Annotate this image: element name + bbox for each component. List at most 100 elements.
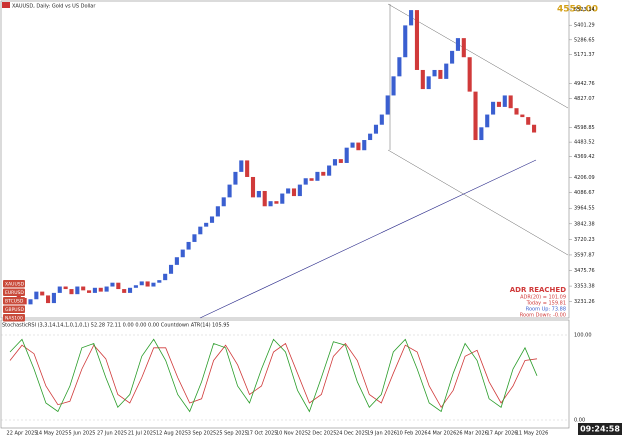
candle — [133, 285, 138, 288]
y-tick-label: 3353.38 — [574, 284, 595, 290]
y-tick-label: 3475.76 — [574, 268, 595, 274]
candle — [104, 286, 109, 292]
candle — [145, 281, 150, 287]
button-label[interactable]: EURUSD — [5, 290, 24, 296]
candle — [426, 76, 431, 90]
symbol-button[interactable]: EURUSD — [3, 288, 25, 297]
candle — [496, 101, 501, 107]
symbol-label: XAUUSD, Daily: Gold vs US Dollar — [12, 4, 96, 10]
x-tick-label: 19 Jan 2026 — [367, 431, 397, 437]
candle — [356, 142, 361, 151]
candle — [373, 124, 379, 134]
candle — [332, 159, 338, 166]
candle — [180, 249, 185, 258]
candle — [391, 76, 396, 96]
candle — [245, 160, 250, 177]
y-tick-label: 4827.07 — [574, 96, 595, 102]
adr-line: Room Up: 73.88 — [526, 307, 566, 313]
candle — [420, 69, 425, 90]
candle — [297, 184, 302, 197]
x-tick-label: 12 Aug 2025 — [156, 431, 188, 437]
symbol-button[interactable]: GBPUSD — [3, 305, 25, 314]
candle — [455, 38, 460, 51]
candle — [438, 69, 443, 79]
candle — [81, 286, 86, 291]
x-tick-label: 26 Mar 2026 — [456, 431, 488, 437]
candle — [256, 190, 261, 198]
y-tick-label: 5523.14 — [574, 7, 595, 13]
button-label[interactable]: XAUUSD — [5, 282, 25, 288]
x-tick-label: 27 Jun 2025 — [97, 431, 127, 437]
candle — [268, 201, 273, 207]
y-tick-label: 4369.42 — [574, 154, 595, 160]
button-label[interactable]: BTCUSD — [5, 299, 24, 305]
candle — [508, 95, 513, 109]
candle — [321, 171, 326, 176]
button-bg[interactable] — [3, 305, 25, 314]
x-tick-label: 10 Nov 2025 — [276, 431, 308, 437]
stoch-k-line — [9, 338, 538, 413]
candle — [491, 101, 496, 115]
candle — [215, 206, 220, 217]
candle — [122, 289, 127, 293]
candle — [502, 95, 507, 107]
candle — [227, 184, 232, 198]
button-label[interactable]: NAS100 — [5, 316, 23, 322]
candle — [461, 38, 466, 58]
symbol-button[interactable]: BTCUSD — [3, 297, 25, 305]
candle — [239, 160, 244, 172]
candle — [338, 159, 343, 163]
y-tick-label: 4206.09 — [574, 175, 595, 181]
y-tick-label: 4483.52 — [574, 140, 595, 146]
button-label[interactable]: GBPUSD — [5, 307, 24, 313]
candle — [63, 286, 68, 290]
candle — [532, 124, 537, 133]
symbol-button[interactable]: XAUUSD — [3, 280, 25, 288]
main-frame — [0, 0, 570, 319]
candle — [174, 257, 179, 265]
candle — [473, 91, 478, 141]
button-bg[interactable] — [3, 288, 25, 297]
indicator-title: StochasticRSI (3,3,14,14,1,0,1,0,1) 52.2… — [2, 323, 230, 329]
candle — [315, 171, 320, 181]
candle — [274, 201, 279, 204]
x-tick-label: 24 Dec 2025 — [336, 431, 368, 437]
dynamic-layer: 5523.14 5401.29 5286.65 5171.37 4942.76 4827.… — [1, 7, 595, 437]
candle — [286, 188, 291, 194]
adr-line: ADR REACHED — [510, 286, 566, 294]
x-tick-label: 3 Sep 2025 — [188, 431, 217, 437]
button-bg[interactable] — [3, 280, 25, 288]
y-tick-label: 0.00 — [574, 418, 585, 424]
candle — [350, 142, 355, 148]
candle — [409, 10, 414, 26]
stoch-d-line — [9, 342, 538, 409]
clock-box — [578, 423, 622, 435]
button-bg[interactable] — [3, 314, 25, 322]
y-tick-label: 4086.67 — [574, 190, 595, 196]
candle — [192, 234, 197, 242]
candle — [204, 222, 209, 227]
button-bg[interactable] — [3, 297, 25, 305]
candle — [139, 281, 144, 286]
candle — [514, 108, 519, 115]
adr-line: ADR(20) = 101.09 — [520, 295, 566, 301]
candle — [116, 282, 121, 290]
candle — [344, 147, 349, 163]
candle — [198, 226, 203, 235]
trend-line — [387, 149, 569, 256]
candle — [520, 114, 525, 118]
y-tick-label: 5401.29 — [574, 23, 595, 29]
candle — [467, 57, 472, 92]
y-tick-label: 3964.55 — [574, 206, 595, 212]
symbol-button[interactable]: NAS100 — [3, 314, 25, 322]
x-tick-label: 17 Oct 2025 — [247, 431, 278, 437]
y-tick-label: 4598.85 — [574, 125, 595, 131]
y-tick-label: 100.00 — [574, 333, 592, 339]
candle — [403, 25, 408, 58]
adr-line: Room Down: -0.00 — [520, 313, 566, 319]
x-tick-label: 11 May 2026 — [516, 431, 549, 437]
candle — [379, 114, 384, 125]
candle — [450, 50, 455, 64]
x-tick-label: 21 Jul 2025 — [128, 431, 156, 437]
y-tick-label: 3597.87 — [574, 252, 595, 258]
